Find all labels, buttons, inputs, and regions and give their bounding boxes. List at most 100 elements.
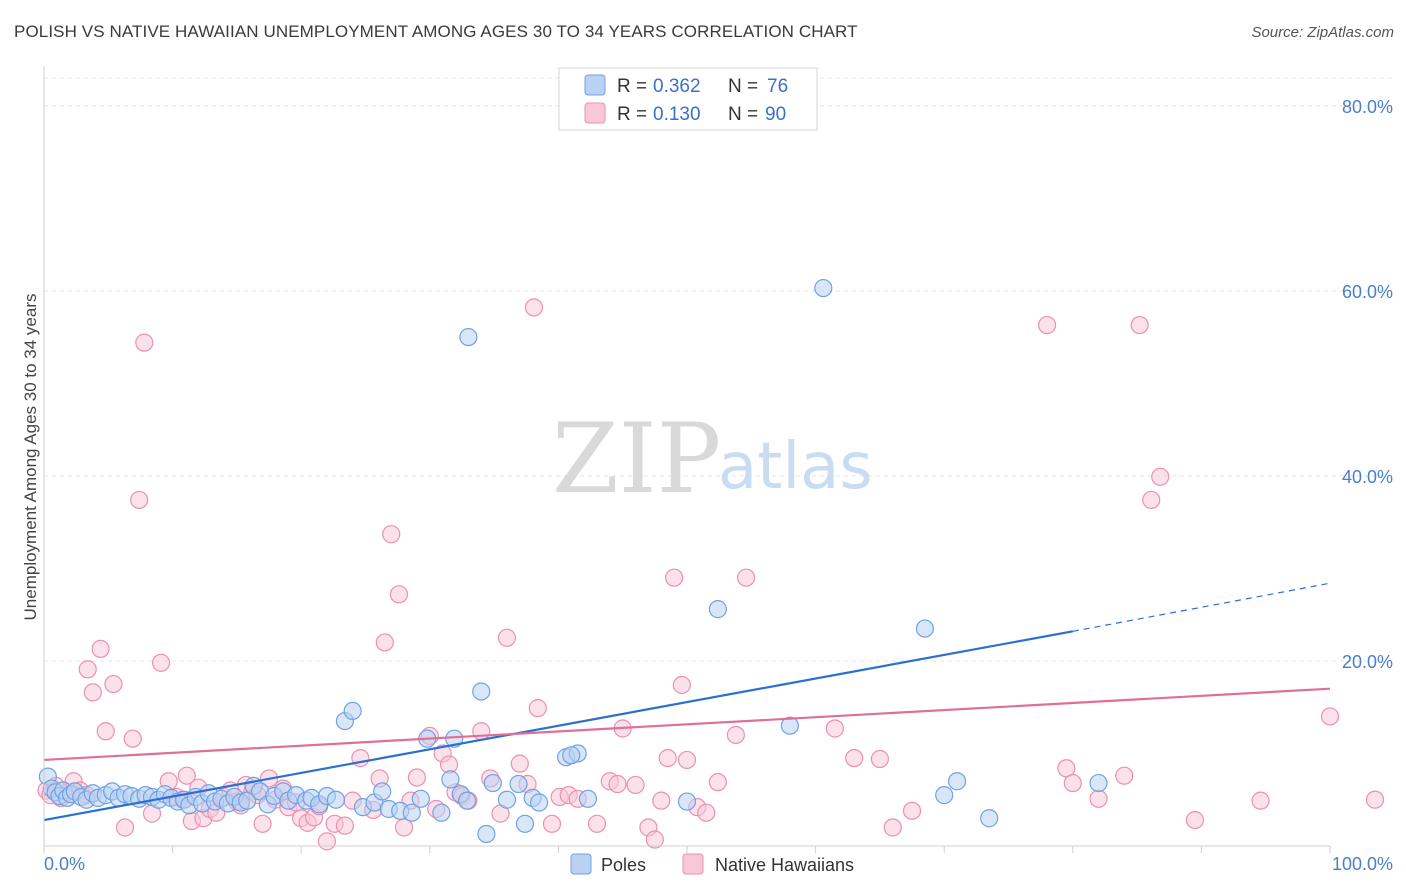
point-native-hawaiians: [870, 749, 890, 769]
bottom-legend-swatch-poles: [570, 853, 592, 875]
point-native-hawaiians: [883, 818, 902, 837]
point-poles: [515, 814, 535, 833]
correlation-legend: R = 0.362 N = 76 R = 0.130 N = 90: [558, 67, 818, 131]
point-native-hawaiians: [1365, 790, 1385, 809]
point-native-hawaiians: [1185, 810, 1205, 830]
point-native-hawaiians: [1037, 315, 1057, 335]
point-native-hawaiians: [1142, 490, 1161, 510]
x-tick-label-max: 100.0%: [1332, 854, 1393, 874]
point-native-hawaiians: [528, 699, 547, 718]
bottom-legend-swatch-hawaiians: [682, 853, 704, 875]
point-poles: [459, 327, 478, 347]
point-native-hawaiians: [1063, 773, 1082, 793]
point-poles: [1089, 773, 1108, 793]
source-label: Source: ZipAtlas.com: [1251, 24, 1394, 41]
point-native-hawaiians: [83, 683, 102, 702]
point-poles: [477, 824, 496, 844]
point-native-hawaiians: [253, 814, 272, 833]
legend-swatch-poles: [584, 74, 606, 96]
watermark: ZIP atlas: [552, 403, 873, 515]
point-native-hawaiians: [672, 675, 691, 695]
series-legend: Poles Native Hawaiians: [570, 853, 854, 875]
point-native-hawaiians: [902, 801, 922, 820]
point-poles: [509, 774, 528, 794]
point-poles: [472, 682, 491, 701]
watermark-atlas: atlas: [718, 430, 873, 504]
point-native-hawaiians: [1151, 467, 1170, 486]
legend-n-label-poles: N =: [728, 76, 758, 97]
point-native-hawaiians: [317, 832, 337, 851]
point-native-hawaiians: [652, 791, 671, 810]
bottom-legend-label-poles: Poles: [601, 855, 646, 875]
legend-r-label-poles: R =: [617, 76, 647, 97]
point-poles: [497, 790, 517, 809]
legend-n-value-hawaiians: 90: [765, 104, 786, 125]
legend-r-value-hawaiians: 0.130: [653, 104, 701, 125]
point-native-hawaiians: [389, 585, 409, 604]
legend-swatch-hawaiians: [584, 102, 606, 124]
point-native-hawaiians: [130, 490, 149, 510]
point-poles: [402, 803, 421, 822]
grid-layer: [44, 77, 1392, 662]
point-native-hawaiians: [587, 814, 607, 833]
point-native-hawaiians: [1251, 791, 1270, 810]
point-native-hawaiians: [78, 660, 97, 679]
point-poles: [578, 789, 598, 808]
watermark-zip: ZIP: [552, 403, 721, 515]
series-native-hawaiians: [37, 298, 1385, 851]
point-poles: [708, 600, 727, 619]
point-native-hawaiians: [497, 628, 517, 647]
axis-layer: 20.0% 40.0% 60.0% 80.0% 0.0% 100.0%: [43, 66, 1393, 874]
point-native-hawaiians: [726, 725, 745, 745]
point-poles: [947, 772, 967, 791]
point-poles: [980, 809, 999, 828]
point-poles: [915, 619, 935, 638]
point-native-hawaiians: [524, 298, 544, 317]
y-axis-title: Unemployment Among Ages 30 to 34 years: [21, 294, 40, 621]
point-native-hawaiians: [375, 633, 394, 652]
point-native-hawaiians: [845, 748, 864, 768]
trend-layer: [43, 582, 1331, 822]
point-poles: [373, 782, 392, 801]
points-layer: [37, 278, 1385, 851]
point-native-hawaiians: [382, 525, 401, 544]
point-native-hawaiians: [104, 674, 123, 694]
point-native-hawaiians: [510, 754, 529, 773]
point-native-hawaiians: [658, 748, 677, 768]
point-native-hawaiians: [335, 816, 355, 835]
point-native-hawaiians: [1115, 766, 1134, 785]
point-poles: [530, 793, 549, 812]
trend-line-poles: [43, 630, 1073, 822]
point-native-hawaiians: [825, 719, 844, 738]
point-native-hawaiians: [542, 814, 562, 833]
point-poles: [562, 746, 581, 765]
point-poles: [935, 786, 954, 805]
point-native-hawaiians: [697, 803, 716, 822]
legend-r-label-hawaiians: R =: [617, 104, 647, 125]
legend-n-value-poles: 76: [767, 76, 788, 97]
point-native-hawaiians: [737, 568, 756, 587]
point-poles: [677, 792, 697, 811]
point-native-hawaiians: [96, 722, 115, 741]
y-tick-label: 60.0%: [1342, 282, 1393, 302]
point-poles: [780, 716, 799, 735]
point-native-hawaiians: [177, 766, 196, 785]
point-native-hawaiians: [135, 333, 154, 352]
point-native-hawaiians: [115, 818, 135, 837]
point-native-hawaiians: [1089, 789, 1108, 808]
trend-line-poles-extension: [1072, 582, 1331, 632]
legend-n-label-hawaiians: N =: [728, 104, 758, 125]
y-tick-label: 20.0%: [1342, 652, 1393, 672]
point-native-hawaiians: [708, 773, 727, 792]
point-native-hawaiians: [407, 768, 427, 787]
point-native-hawaiians: [665, 568, 684, 587]
point-poles: [326, 790, 346, 809]
point-native-hawaiians: [645, 830, 664, 849]
y-tick-label: 40.0%: [1342, 467, 1393, 487]
trend-line-native-hawaiians: [43, 687, 1331, 762]
point-poles: [441, 770, 460, 789]
point-poles: [483, 773, 502, 793]
point-poles: [432, 803, 451, 822]
x-tick-label-min: 0.0%: [44, 854, 85, 874]
